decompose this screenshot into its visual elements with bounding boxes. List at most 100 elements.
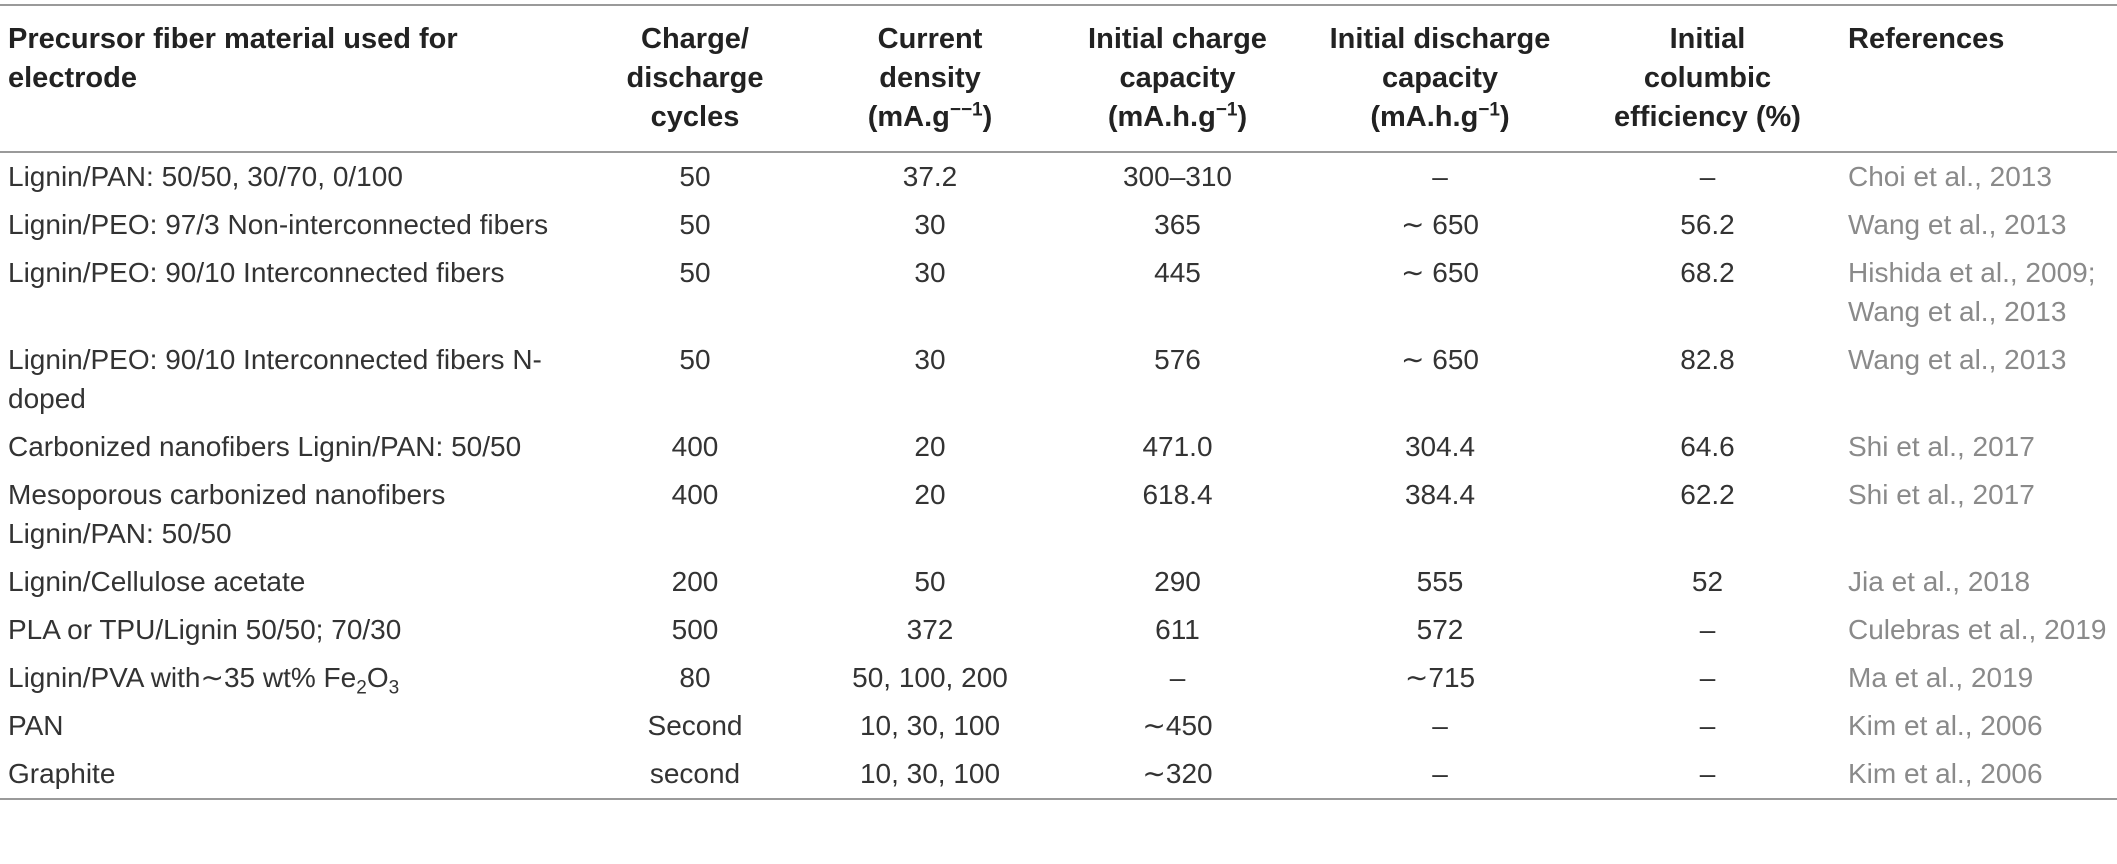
cell-initial-discharge: 304.4 [1404, 431, 1476, 462]
header-initial-charge: Initial charge capacity (mA.h.g−1) [1088, 23, 1267, 133]
cell-material: Lignin/PAN: 50/50, 30/70, 0/100 [8, 161, 403, 192]
cell-cycles: Second [647, 710, 743, 741]
cell-initial-charge: 365 [1154, 209, 1201, 240]
reference-link[interactable]: Shi et al., 2017 [1848, 479, 2035, 510]
cell-cycles: 50 [679, 161, 711, 192]
data-table: Precursor fiber material used for electro… [0, 4, 2117, 800]
cell-current-density: 372 [906, 614, 954, 645]
cell-initial-charge: 300–310 [1122, 161, 1232, 192]
cell-efficiency: – [1699, 614, 1716, 645]
cell-current-density: 37.2 [902, 161, 958, 192]
cell-references: Jia et al., 2018 [1840, 558, 2117, 606]
table-header-row: Precursor fiber material used for electro… [0, 5, 2117, 152]
cell-initial-charge: ∼320 [1142, 758, 1213, 789]
cell-cycles: second [649, 758, 741, 789]
cell-material: Mesoporous carbonized nanofibers Lignin/… [8, 479, 446, 549]
cell-material: Lignin/PEO: 97/3 Non-interconnected fibe… [8, 209, 549, 240]
table-row: Lignin/PAN: 50/50, 30/70, 0/100 50 37.2 300… [0, 152, 2117, 201]
cell-references: Hishida et al., 2009; Wang et al., 2013 [1840, 249, 2117, 336]
cell-references: Wang et al., 2013 [1840, 201, 2117, 249]
reference-link[interactable]: Hishida et al., 2009; [1848, 257, 2096, 288]
table-row: PLA or TPU/Lignin 50/50; 70/30 500 372 611 5… [0, 606, 2117, 654]
table-row: Lignin/PEO: 97/3 Non-interconnected fibe… [0, 201, 2117, 249]
cell-material: PLA or TPU/Lignin 50/50; 70/30 [8, 614, 402, 645]
reference-link[interactable]: Wang et al., 2013 [1848, 344, 2067, 375]
header-references: References [1848, 23, 2005, 55]
cell-current-density: 10, 30, 100 [859, 758, 1001, 789]
cell-cycles: 200 [671, 566, 719, 597]
reference-link[interactable]: Wang et al., 2013 [1848, 209, 2067, 240]
cell-initial-charge: 611 [1155, 614, 1200, 645]
table-row: Lignin/PEO: 90/10 Interconnected fibers 5… [0, 249, 2117, 336]
cell-efficiency: – [1699, 758, 1716, 789]
header-material: Precursor fiber material used for electro… [8, 23, 458, 94]
table-row: Graphite second 10, 30, 100 ∼320 – – Kim et al… [0, 750, 2117, 799]
cell-material: Lignin/PEO: 90/10 Interconnected fibers [8, 257, 505, 288]
cell-current-density: 20 [914, 431, 946, 462]
header-cycles: Charge/discharge cycles [626, 23, 764, 133]
cell-material: Lignin/PEO: 90/10 Interconnected fibers … [8, 344, 542, 414]
cell-initial-discharge: ∼ 650 [1401, 257, 1479, 288]
cell-initial-charge: 618.4 [1142, 479, 1213, 510]
header-current-density: Current density (mA.g−−1) [867, 23, 993, 133]
cell-current-density: 30 [914, 344, 946, 375]
reference-link[interactable]: Kim et al., 2006 [1848, 758, 2043, 789]
cell-efficiency: – [1699, 662, 1716, 693]
table-row: Carbonized nanofibers Lignin/PAN: 50/50 4… [0, 423, 2117, 471]
cell-cycles: 50 [679, 209, 711, 240]
cell-initial-discharge: 555 [1416, 566, 1464, 597]
cell-initial-discharge: ∼715 [1404, 662, 1476, 693]
cell-current-density: 20 [914, 479, 946, 510]
cell-cycles: 500 [671, 614, 719, 645]
cell-initial-discharge: ∼ 650 [1401, 209, 1479, 240]
reference-link[interactable]: Jia et al., 2018 [1848, 566, 2031, 597]
cell-material: Lignin/PVA with∼35 wt% Fe2O3 [8, 662, 400, 699]
cell-references: Culebras et al., 2019 [1840, 606, 2117, 654]
cell-material: PAN [8, 710, 64, 741]
cell-material: Lignin/Cellulose acetate [8, 566, 306, 597]
reference-link[interactable]: Ma et al., 2019 [1848, 662, 2034, 693]
cell-initial-charge: 290 [1154, 566, 1201, 597]
cell-initial-discharge: – [1432, 758, 1448, 789]
reference-link[interactable]: Shi et al., 2017 [1848, 431, 2035, 462]
table-row: PAN Second 10, 30, 100 ∼450 – – Kim et al., 20… [0, 702, 2117, 750]
cell-cycles: 400 [671, 479, 719, 510]
cell-current-density: 10, 30, 100 [859, 710, 1001, 741]
cell-cycles: 50 [679, 344, 711, 375]
cell-initial-charge: 576 [1154, 344, 1201, 375]
reference-link[interactable]: Wang et al., 2013 [1848, 296, 2067, 327]
cell-references: Wang et al., 2013 [1840, 336, 2117, 423]
table-row: Lignin/PVA with∼35 wt% Fe2O3 80 50, 100, 2… [0, 654, 2117, 702]
cell-initial-discharge: 572 [1416, 614, 1464, 645]
cell-efficiency: – [1699, 161, 1716, 192]
cell-material: Carbonized nanofibers Lignin/PAN: 50/50 [8, 431, 522, 462]
cell-references: Shi et al., 2017 [1840, 423, 2117, 471]
reference-link[interactable]: Choi et al., 2013 [1848, 161, 2052, 192]
cell-efficiency: 68.2 [1680, 257, 1735, 288]
cell-current-density: 30 [914, 209, 946, 240]
cell-references: Choi et al., 2013 [1840, 152, 2117, 201]
cell-references: Kim et al., 2006 [1840, 702, 2117, 750]
header-initial-discharge: Initial discharge capacity (mA.h.g−1) [1329, 23, 1551, 133]
cell-current-density: 50, 100, 200 [852, 662, 1008, 693]
cell-initial-discharge: 384.4 [1404, 479, 1476, 510]
cell-material: Graphite [8, 758, 116, 789]
cell-initial-discharge: – [1432, 710, 1448, 741]
table-row: Lignin/Cellulose acetate 200 50 290 555 52 Jia… [0, 558, 2117, 606]
cell-initial-charge: ∼450 [1142, 710, 1213, 741]
cell-efficiency: 82.8 [1680, 344, 1735, 375]
cell-efficiency: 64.6 [1680, 431, 1735, 462]
cell-efficiency: 62.2 [1680, 479, 1735, 510]
cell-current-density: 30 [914, 257, 946, 288]
cell-cycles: 80 [679, 662, 711, 693]
cell-efficiency: 52 [1691, 566, 1724, 597]
cell-efficiency: – [1699, 710, 1716, 741]
cell-efficiency: 56.2 [1680, 209, 1735, 240]
reference-link[interactable]: Kim et al., 2006 [1848, 710, 2043, 741]
header-efficiency: Initial columbic efficiency (%) [1614, 23, 1801, 133]
cell-initial-discharge: – [1432, 161, 1448, 192]
reference-link[interactable]: Culebras et al., 2019 [1848, 614, 2107, 645]
cell-current-density: 50 [914, 566, 946, 597]
table-row: Mesoporous carbonized nanofibers Lignin/… [0, 471, 2117, 558]
